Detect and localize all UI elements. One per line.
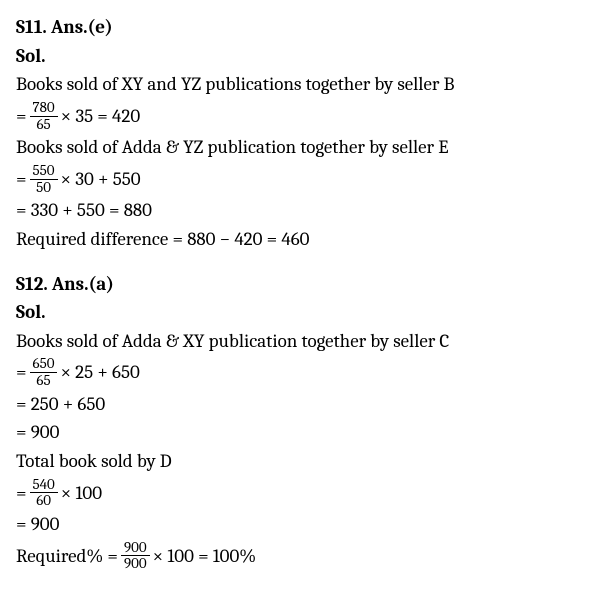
s11-eq2-suffix: × 30 + 550: [61, 166, 141, 193]
s11-eq2-den: 50: [33, 180, 54, 196]
s12-eq2: = 250 + 650: [16, 391, 593, 418]
s12-eq1: = 650 65 × 25 + 650: [16, 356, 593, 389]
s11-header: S11. Ans.(e): [16, 14, 593, 41]
s11-eq2-prefix: =: [16, 166, 27, 193]
s11-line2: Books sold of Adda & YZ publication toge…: [16, 134, 593, 161]
s12-eq5: = 900: [16, 511, 593, 538]
s12-eq6-prefix: Required% =: [16, 543, 118, 570]
s11-eq1-den: 65: [33, 117, 53, 133]
s12-eq4: = 540 60 × 100: [16, 477, 593, 510]
s12-sol-label: Sol.: [16, 299, 593, 326]
s11-sol-label: Sol.: [16, 43, 593, 70]
s12-eq4-den: 60: [33, 493, 54, 509]
s12-eq3: = 900: [16, 419, 593, 446]
s12-line1: Books sold of Adda & XY publication toge…: [16, 328, 593, 355]
s11-eq4: Required difference = 880 − 420 = 460: [16, 226, 593, 253]
s12-eq1-den: 65: [33, 373, 53, 389]
s12-eq6-den: 900: [121, 556, 150, 572]
s11-line1: Books sold of XY and YZ publications tog…: [16, 71, 593, 98]
s11-eq2: = 550 50 × 30 + 550: [16, 163, 593, 196]
s11-eq1: = 780 65 × 35 = 420: [16, 100, 593, 133]
s12-eq6: Required% = 900 900 × 100 = 100%: [16, 540, 593, 573]
s12-header: S12. Ans.(a): [16, 271, 593, 298]
s12-eq6-suffix: × 100 = 100%: [153, 543, 257, 570]
s11-eq2-frac: 550 50: [30, 163, 58, 196]
s11-eq1-frac: 780 65: [30, 100, 58, 133]
s12-line2: Total book sold by D: [16, 448, 593, 475]
s11-eq3: = 330 + 550 = 880: [16, 197, 593, 224]
s12-eq4-prefix: =: [16, 480, 27, 507]
s12-eq6-frac: 900 900: [121, 540, 150, 573]
s11-eq1-prefix: =: [16, 103, 27, 130]
s12-eq4-frac: 540 60: [30, 477, 58, 510]
s11-eq1-suffix: × 35 = 420: [61, 103, 141, 130]
s12-eq1-frac: 650 65: [30, 356, 58, 389]
s12-eq4-suffix: × 100: [61, 480, 102, 507]
s12-eq1-prefix: =: [16, 359, 27, 386]
s12-eq1-suffix: × 25 + 650: [60, 359, 139, 386]
